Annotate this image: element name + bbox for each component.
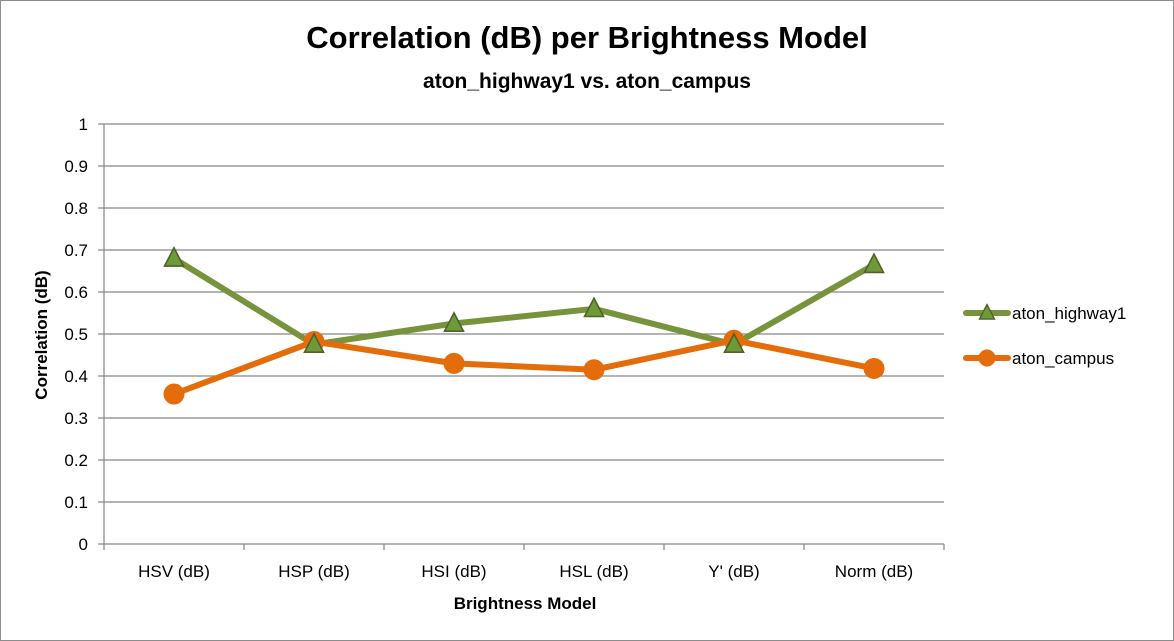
y-axis-label: Correlation (dB) (32, 270, 51, 399)
data-point-aton_campus (583, 359, 605, 381)
y-tick-label: 0.5 (64, 325, 88, 344)
y-tick-label: 0.3 (64, 409, 88, 428)
x-tick-label: HSP (dB) (278, 562, 350, 581)
legend-label-aton_highway1: aton_highway1 (1012, 304, 1126, 323)
gridlines (104, 123, 944, 503)
legend-marker-aton_campus (978, 349, 996, 367)
data-point-aton_campus (443, 352, 465, 374)
axes (98, 123, 945, 550)
y-tick-label: 0.2 (64, 451, 88, 470)
x-tick-label: HSL (dB) (559, 562, 628, 581)
data-point-aton_highway1 (303, 332, 325, 353)
data-point-aton_highway1 (443, 311, 465, 332)
y-tick-label: 0.4 (64, 367, 88, 386)
x-tick-labels: HSV (dB) HSP (dB) HSI (dB) HSL (dB) Y' (dB) N… (138, 562, 913, 581)
y-tick-label: 0.6 (64, 283, 88, 302)
x-axis-label: Brightness Model (454, 594, 597, 613)
y-tick-label: 0.9 (64, 157, 88, 176)
x-tick-label: Y' (dB) (708, 562, 759, 581)
y-tick-labels: 0 0.1 0.2 0.3 0.4 0.5 0.6 0.7 0.8 0.9 1 (64, 115, 88, 554)
y-tick-label: 1 (79, 115, 88, 134)
series-layer (163, 246, 885, 405)
y-tick-label: 0.8 (64, 199, 88, 218)
x-tick-label: HSI (dB) (421, 562, 486, 581)
x-tick-label: HSV (dB) (138, 562, 210, 581)
x-tick-label: Norm (dB) (835, 562, 913, 581)
chart-subtitle: aton_highway1 vs. aton_campus (423, 70, 751, 93)
data-point-aton_highway1 (583, 296, 605, 318)
chart-title: Correlation (dB) per Brightness Model (306, 20, 868, 55)
y-tick-label: 0.1 (64, 493, 88, 512)
y-tick-label: 0 (79, 535, 88, 554)
series-line-aton_campus (171, 337, 877, 398)
data-point-aton_campus (163, 383, 185, 405)
y-tick-label: 0.7 (64, 241, 88, 260)
data-point-aton_campus (863, 357, 885, 379)
data-point-aton_highway1 (863, 252, 885, 274)
series-line-aton_highway1 (171, 255, 877, 348)
data-point-aton_highway1 (163, 246, 185, 267)
data-point-aton_highway1 (723, 332, 745, 353)
legend: aton_highway1 aton_campus (963, 303, 1126, 368)
legend-marker-aton_highway1 (978, 303, 996, 320)
legend-label-aton_campus: aton_campus (1012, 349, 1114, 368)
